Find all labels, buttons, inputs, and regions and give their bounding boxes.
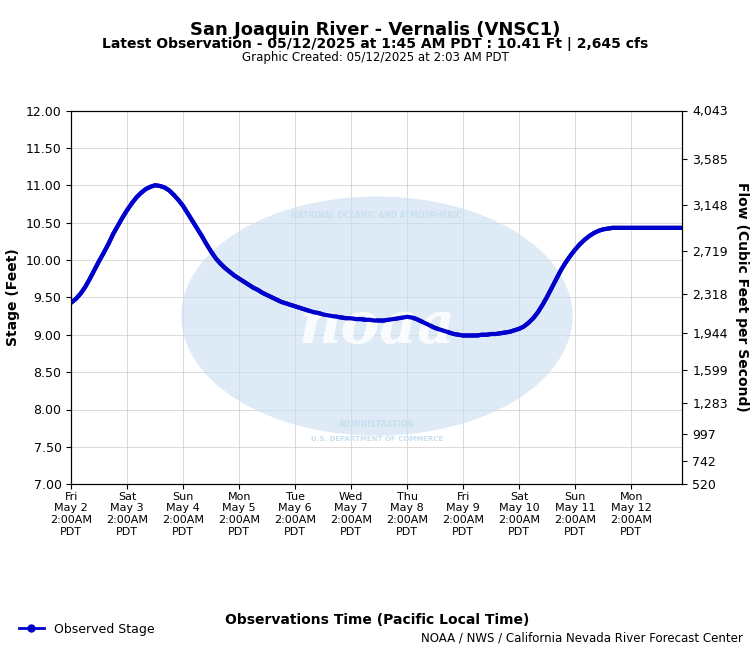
- Legend: Observed Stage: Observed Stage: [13, 618, 159, 640]
- Text: NATIONAL OCEANIC AND ATMOSPHERIC: NATIONAL OCEANIC AND ATMOSPHERIC: [292, 211, 462, 220]
- X-axis label: Observations Time (Pacific Local Time): Observations Time (Pacific Local Time): [225, 613, 529, 627]
- Y-axis label: Flow (Cubic Feet per Second): Flow (Cubic Feet per Second): [735, 183, 749, 412]
- Text: San Joaquin River - Vernalis (VNSC1): San Joaquin River - Vernalis (VNSC1): [190, 21, 560, 39]
- Text: Latest Observation - 05/12/2025 at 1:45 AM PDT : 10.41 Ft | 2,645 cfs: Latest Observation - 05/12/2025 at 1:45 …: [102, 37, 648, 51]
- Y-axis label: Stage (Feet): Stage (Feet): [6, 248, 20, 346]
- Text: NOAA / NWS / California Nevada River Forecast Center: NOAA / NWS / California Nevada River For…: [421, 632, 742, 645]
- Text: noaa: noaa: [298, 299, 455, 356]
- Text: ADMINISTRATION: ADMINISTRATION: [339, 420, 415, 429]
- Text: U.S. DEPARTMENT OF COMMERCE: U.S. DEPARTMENT OF COMMERCE: [310, 436, 443, 443]
- Circle shape: [182, 196, 572, 436]
- Text: Graphic Created: 05/12/2025 at 2:03 AM PDT: Graphic Created: 05/12/2025 at 2:03 AM P…: [242, 51, 509, 64]
